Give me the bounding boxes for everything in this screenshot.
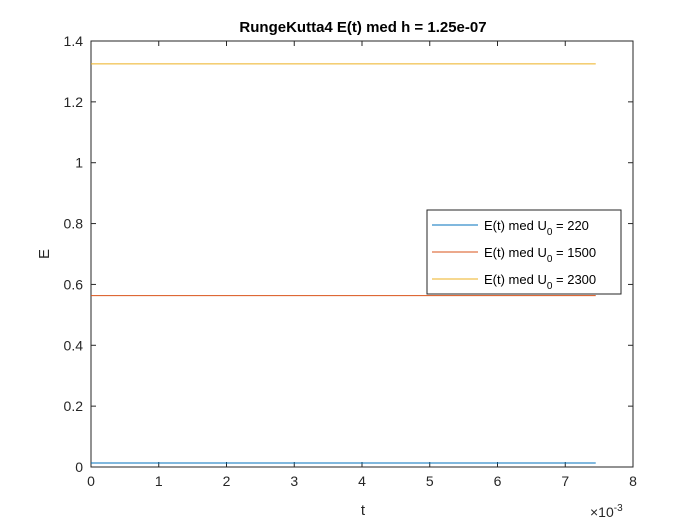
x-tick-label: 3 [290,473,298,489]
x-tick-label: 1 [155,473,163,489]
y-tick-label: 0.8 [64,216,84,232]
x-tick-label: 2 [223,473,231,489]
y-tick-label: 1.4 [64,33,84,49]
y-tick-label: 1.2 [64,94,84,110]
y-tick-label: 1 [75,155,83,171]
x-tick-label: 4 [358,473,366,489]
legend: E(t) med U0 = 220 E(t) med U0 = 1500 E(t) … [426,209,622,295]
y-tick-label: 0 [75,459,83,475]
legend-entry-1: E(t) med U0 = 220 [484,218,589,238]
x-tick-label: 6 [494,473,502,489]
x-tick-label: 5 [426,473,434,489]
y-tick-label: 0.4 [64,337,84,353]
x-tick-label: 0 [87,473,95,489]
x-exponent-label: ×10-3 [590,503,623,520]
legend-entry-3: E(t) med U0 = 2300 [484,272,596,292]
y-tick-label: 0.2 [64,398,84,414]
chart-title: RungeKutta4 E(t) med h = 1.25e-07 [239,19,486,36]
x-axis-exponent: ×10-3 [590,503,623,520]
legend-entry-2: E(t) med U0 = 1500 [484,245,596,265]
x-tick-label: 8 [629,473,637,489]
y-tick-label: 0.6 [64,276,84,292]
y-axis-label: E [36,249,53,259]
x-axis-label: t [361,502,366,519]
x-tick-label: 7 [561,473,569,489]
series-layer [91,63,596,464]
